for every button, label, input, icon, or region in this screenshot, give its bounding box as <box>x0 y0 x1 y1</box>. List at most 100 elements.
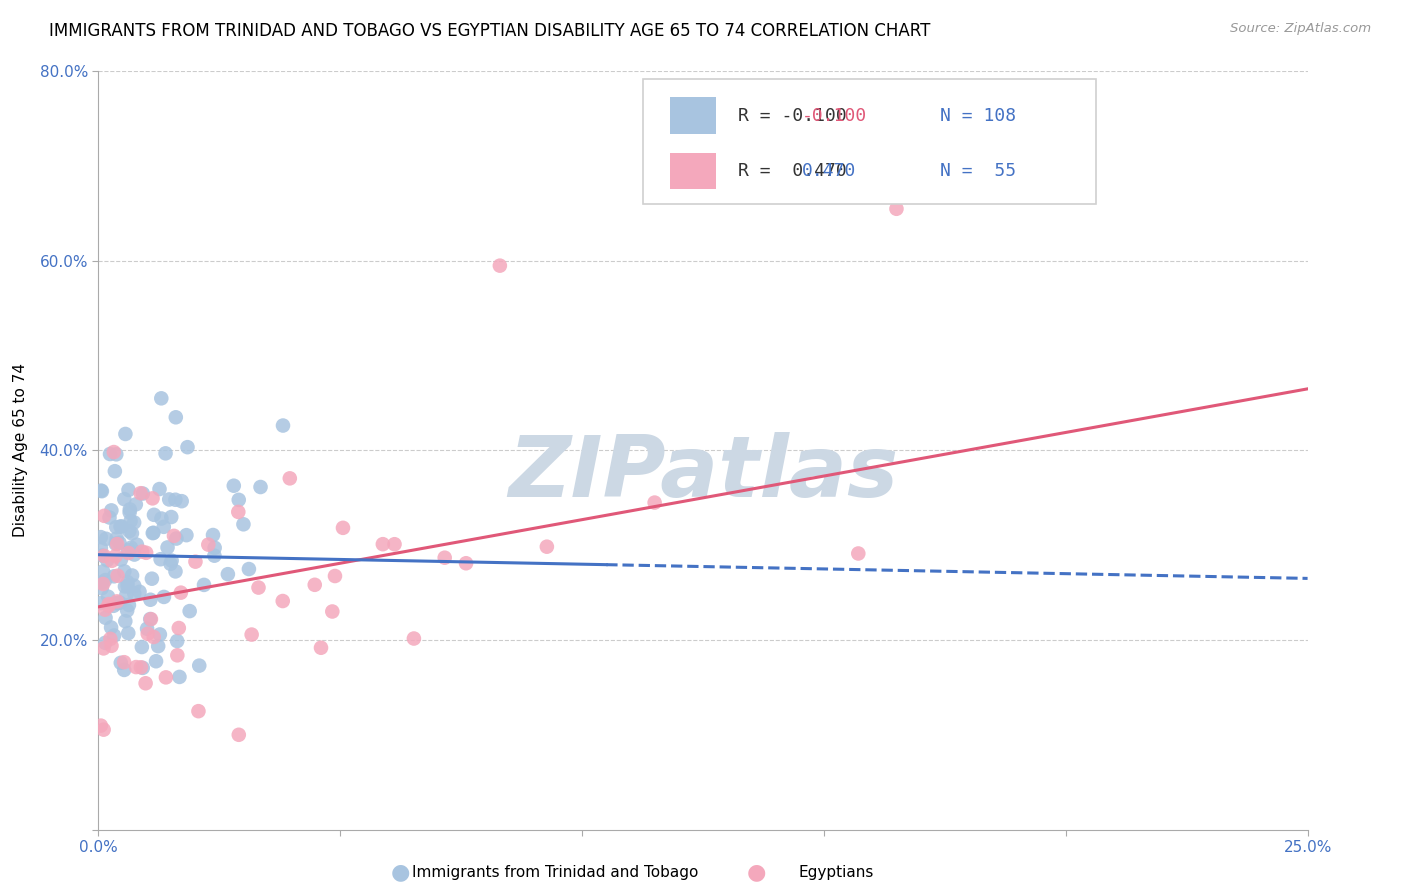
Point <box>110 519 132 533</box>
Point <box>121 526 143 541</box>
Point <box>112 663 135 677</box>
Point <box>176 440 198 454</box>
Point <box>247 581 270 595</box>
Point <box>103 628 125 642</box>
Point <box>93 641 115 656</box>
Point <box>93 549 115 563</box>
Point <box>148 482 170 496</box>
Point <box>114 614 136 628</box>
Point <box>141 572 163 586</box>
Point <box>163 529 186 543</box>
Point <box>166 634 188 648</box>
Point <box>142 630 165 644</box>
Point <box>107 568 129 582</box>
Point <box>187 704 209 718</box>
Point <box>176 528 198 542</box>
Point <box>108 536 131 550</box>
Point <box>249 480 271 494</box>
Text: N = 108: N = 108 <box>941 107 1017 125</box>
Point <box>117 543 139 558</box>
Point <box>536 540 558 554</box>
Point <box>98 447 121 461</box>
Point <box>228 492 250 507</box>
Point <box>165 492 187 507</box>
Point <box>107 596 129 610</box>
Point <box>103 569 125 583</box>
Point <box>115 588 138 602</box>
Point <box>170 494 193 508</box>
Point <box>105 520 128 534</box>
Point <box>145 654 167 668</box>
Point <box>433 550 456 565</box>
Point <box>166 648 188 663</box>
Point <box>110 519 132 533</box>
Point <box>197 538 219 552</box>
Point <box>332 521 354 535</box>
Point <box>103 445 125 459</box>
FancyBboxPatch shape <box>671 97 716 134</box>
Point <box>132 486 155 500</box>
Text: 0.470: 0.470 <box>803 161 856 180</box>
Point <box>100 503 122 517</box>
Point <box>159 557 181 571</box>
Point <box>98 632 121 646</box>
Point <box>321 605 343 619</box>
Point <box>149 552 172 566</box>
Point <box>135 676 157 690</box>
Point <box>132 661 155 675</box>
Point <box>112 655 135 669</box>
Point <box>169 670 191 684</box>
Text: Source: ZipAtlas.com: Source: ZipAtlas.com <box>1230 22 1371 36</box>
Point <box>165 410 187 425</box>
Point <box>129 660 152 674</box>
Point <box>238 562 260 576</box>
Point <box>454 556 477 570</box>
Point <box>141 491 163 506</box>
Point <box>100 620 122 634</box>
Point <box>228 728 250 742</box>
Point <box>122 516 145 530</box>
Point <box>91 564 114 578</box>
FancyBboxPatch shape <box>643 79 1097 204</box>
Point <box>90 541 112 555</box>
Point <box>90 581 112 595</box>
Point <box>489 259 512 273</box>
Text: -0.100: -0.100 <box>803 107 868 125</box>
Point <box>110 656 132 670</box>
Point <box>93 508 115 523</box>
Point <box>104 464 127 478</box>
Point <box>167 621 190 635</box>
Point <box>117 626 139 640</box>
Point <box>91 575 114 590</box>
Text: Egyptians: Egyptians <box>799 865 875 880</box>
Y-axis label: Disability Age 65 to 74: Disability Age 65 to 74 <box>14 363 28 538</box>
Text: R = -0.100: R = -0.100 <box>738 107 846 125</box>
Point <box>118 598 141 612</box>
Point <box>100 639 122 653</box>
Point <box>105 594 128 608</box>
Point <box>150 392 173 406</box>
Point <box>118 524 141 538</box>
Point <box>131 640 153 654</box>
Point <box>118 502 141 516</box>
Point <box>226 505 249 519</box>
Point <box>90 483 112 498</box>
Point <box>846 546 869 560</box>
Point <box>139 612 162 626</box>
Point <box>143 508 166 522</box>
Point <box>155 670 177 684</box>
Point <box>91 577 114 591</box>
Text: IMMIGRANTS FROM TRINIDAD AND TOBAGO VS EGYPTIAN DISABILITY AGE 65 TO 74 CORRELAT: IMMIGRANTS FROM TRINIDAD AND TOBAGO VS E… <box>49 22 931 40</box>
Point <box>117 579 139 593</box>
Point <box>114 427 136 442</box>
Point <box>129 486 152 500</box>
Point <box>117 546 139 560</box>
Point <box>184 555 207 569</box>
Point <box>152 520 174 534</box>
Point <box>112 492 135 507</box>
Point <box>153 590 176 604</box>
Text: Immigrants from Trinidad and Tobago: Immigrants from Trinidad and Tobago <box>412 865 699 880</box>
Point <box>103 599 125 613</box>
Point <box>304 578 326 592</box>
Point <box>108 596 131 610</box>
